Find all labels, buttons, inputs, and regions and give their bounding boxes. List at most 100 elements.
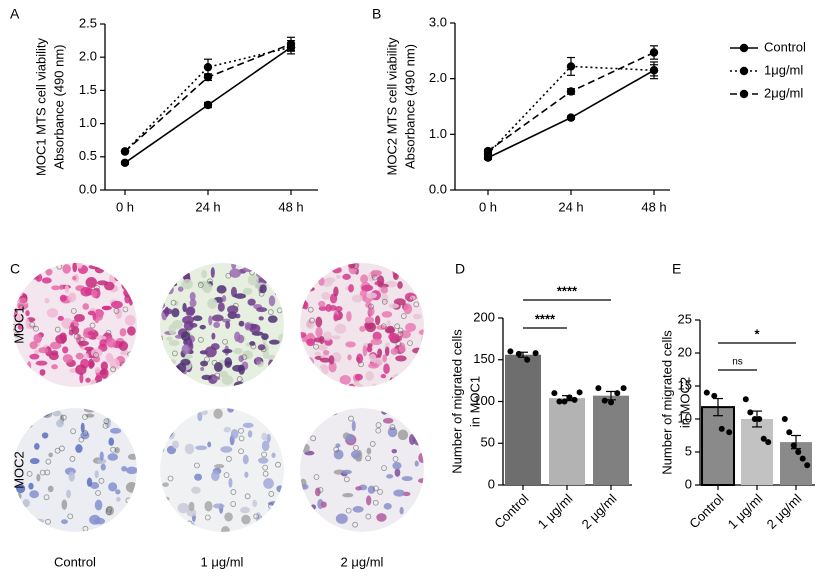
cell: [15, 313, 24, 323]
cell: [268, 295, 276, 307]
data-point: [799, 455, 806, 462]
cell: [306, 269, 316, 278]
cell: [237, 334, 245, 344]
cell: [380, 408, 389, 415]
pore: [160, 411, 166, 418]
cell: [348, 383, 355, 387]
pore: [262, 470, 269, 477]
pore: [110, 366, 117, 373]
pore: [67, 513, 74, 520]
y-tick-label: 3.0: [429, 14, 447, 29]
cell: [365, 292, 378, 299]
data-point: [747, 409, 754, 416]
cell: [96, 335, 107, 341]
pore: [73, 333, 80, 340]
pore: [381, 465, 387, 472]
cell: [332, 266, 342, 274]
cell: [172, 440, 180, 449]
cell: [365, 370, 374, 381]
cell: [210, 267, 215, 278]
cell: [418, 329, 424, 335]
x-tick-label: Control: [686, 491, 726, 531]
cell: [99, 451, 104, 461]
cell: [121, 466, 128, 472]
cell: [125, 482, 137, 493]
cell: [200, 366, 205, 372]
cell: [35, 263, 41, 271]
pore: [394, 323, 401, 330]
cell: [213, 321, 221, 329]
cell: [212, 376, 221, 381]
cell: [29, 525, 38, 530]
pore: [258, 290, 265, 297]
cell: [380, 286, 388, 294]
pore: [78, 436, 85, 443]
pore: [232, 302, 239, 309]
cell: [256, 376, 262, 386]
cell: [19, 297, 27, 304]
cell: [339, 384, 345, 387]
x-tick-label: 2 μg/ml: [764, 491, 805, 532]
cell: [391, 374, 401, 385]
cell: [347, 354, 352, 361]
pore: [375, 422, 382, 428]
x-tick-label: 24 h: [558, 199, 583, 214]
cell: [94, 318, 99, 324]
cell: [242, 350, 253, 360]
marker: [566, 113, 576, 122]
cell: [266, 271, 271, 282]
cell: [108, 263, 114, 269]
cell: [356, 353, 364, 364]
pore: [238, 427, 244, 434]
cell: [369, 353, 377, 363]
cell: [420, 336, 424, 344]
cell: [331, 335, 341, 340]
pore: [105, 509, 112, 516]
pore: [372, 499, 379, 506]
cell: [44, 297, 50, 304]
pore: [102, 422, 109, 429]
data-point: [507, 348, 514, 355]
cell: [334, 323, 347, 334]
cell: [393, 273, 399, 281]
cell: [276, 273, 284, 281]
pore: [413, 378, 420, 385]
pore: [265, 378, 272, 385]
cell: [29, 490, 39, 499]
cell: [175, 380, 183, 387]
cell: [318, 276, 325, 286]
cell: [263, 369, 275, 375]
cell: [391, 448, 398, 454]
cell: [362, 345, 368, 357]
cell: [34, 443, 40, 450]
cell: [120, 349, 129, 356]
pore: [345, 507, 352, 514]
cell: [397, 429, 409, 441]
cell: [303, 263, 310, 268]
cell: [87, 331, 95, 336]
pore: [18, 304, 25, 311]
panel-label: B: [372, 6, 381, 22]
cell: [35, 273, 43, 282]
cell: [13, 277, 17, 282]
cell: [263, 478, 274, 489]
cell: [361, 284, 374, 292]
cell: [359, 325, 366, 332]
cell: [247, 430, 253, 438]
cell: [322, 331, 333, 341]
line: [487, 65, 655, 155]
cell: [33, 349, 40, 355]
cell: [50, 350, 59, 356]
cell: [90, 481, 100, 489]
cell: [20, 372, 32, 381]
significance-label: ****: [535, 311, 556, 326]
pore: [352, 263, 359, 270]
cell: [128, 269, 134, 275]
y-tick-label: 2.0: [429, 70, 447, 85]
cell: [222, 348, 233, 354]
cell: [161, 496, 170, 502]
cell: [308, 416, 320, 427]
cell: [234, 313, 241, 319]
cell: [194, 473, 203, 481]
cell: [409, 524, 415, 532]
